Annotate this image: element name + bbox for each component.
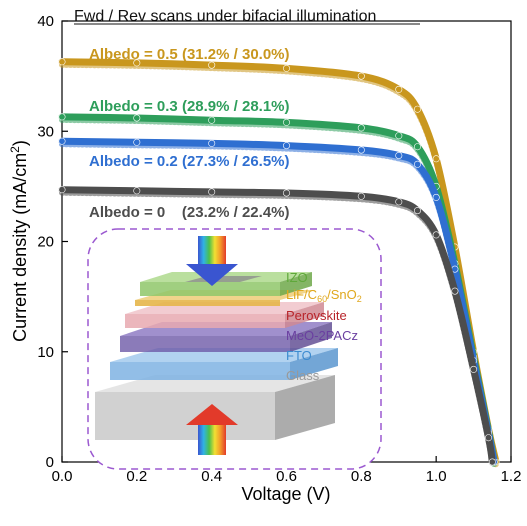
series-label-albedo-0.5: Albedo = 0.5 (31.2% / 30.0%) [89, 46, 290, 63]
y-tick-label: 40 [37, 13, 54, 30]
lif-part-a: LiF/C [286, 287, 317, 302]
x-tick-label: 0.6 [276, 468, 297, 485]
x-tick-label: 0.4 [201, 468, 222, 485]
series-line-forward [58, 186, 496, 466]
series-label-albedo-0.3: Albedo = 0.3 (28.9% / 28.1%) [89, 98, 290, 115]
device-inset: IZO LiF/C60/SnO2 Perovskite MeO-2PACz FT… [87, 228, 382, 470]
lif-sub-60: 60 [317, 294, 327, 304]
data-point [58, 186, 66, 194]
layer-label-lif-c60-sno2: LiF/C60/SnO2 [286, 287, 362, 304]
y-tick-label: 20 [37, 234, 54, 251]
light-arrow-top [186, 236, 238, 286]
data-point [413, 160, 421, 168]
data-point [395, 85, 403, 93]
x-tick-label: 1.2 [501, 468, 522, 485]
data-point [470, 365, 478, 373]
y-axis-label-end: ) [10, 140, 30, 146]
data-point [357, 72, 365, 80]
y-axis-label-base: Current density (mA/cm [10, 153, 30, 342]
data-point [413, 143, 421, 151]
data-point [395, 152, 403, 160]
data-point [208, 139, 216, 147]
data-point [357, 146, 365, 154]
data-point [133, 59, 141, 67]
layer-label-izo: IZO [286, 270, 308, 285]
x-axis-label: Voltage (V) [241, 484, 330, 504]
series-label-albedo-0.2: Albedo = 0.2 (27.3% / 26.5%) [89, 153, 290, 170]
data-point [208, 188, 216, 196]
data-point [133, 138, 141, 146]
x-tick-label: 0.8 [351, 468, 372, 485]
y-tick-label: 0 [46, 454, 54, 471]
series-3 [58, 186, 496, 468]
lif-sub-2: 2 [357, 294, 362, 304]
y-axis-label-sup: 2 [8, 146, 22, 153]
data-point [282, 64, 290, 72]
data-point [357, 124, 365, 132]
data-point [58, 137, 66, 145]
data-curves [58, 58, 500, 468]
data-point [208, 116, 216, 124]
y-tick-label: 30 [37, 123, 54, 140]
y-axis-label: Current density (mA/cm2) [8, 140, 30, 342]
data-point [282, 118, 290, 126]
data-point [395, 132, 403, 140]
layer-label-fto: FTO [286, 348, 312, 363]
data-point [357, 192, 365, 200]
data-point [451, 287, 459, 295]
data-point [58, 58, 66, 66]
layer-label-glass: Glass [286, 368, 320, 383]
data-point [395, 198, 403, 206]
data-point [432, 231, 440, 239]
data-point [282, 142, 290, 150]
axis-ticks: 0.0 0.2 0.4 0.6 0.8 1.0 1.2 0 10 20 30 40 [37, 13, 521, 485]
layer-label-meo2pacz: MeO-2PACz [286, 328, 358, 343]
data-point [488, 458, 496, 466]
chart-title: Fwd / Rev scans under bifacial illuminat… [74, 8, 376, 25]
layer-label-perovskite: Perovskite [286, 308, 347, 323]
data-point [58, 113, 66, 121]
x-tick-label: 0.2 [126, 468, 147, 485]
data-point [484, 434, 492, 442]
data-point [282, 189, 290, 197]
data-point [133, 114, 141, 122]
data-point [208, 61, 216, 69]
data-point [432, 193, 440, 201]
data-point [413, 207, 421, 215]
data-point [432, 155, 440, 163]
x-tick-label: 1.0 [426, 468, 447, 485]
series-label-albedo-0: Albedo = 0 (23.2% / 22.4%) [89, 204, 290, 221]
data-point [413, 105, 421, 113]
data-point [133, 187, 141, 195]
light-arrow-bottom [186, 404, 238, 455]
x-tick-label: 0.0 [52, 468, 73, 485]
lif-part-b: /SnO [327, 287, 357, 302]
y-tick-label: 10 [37, 344, 54, 361]
